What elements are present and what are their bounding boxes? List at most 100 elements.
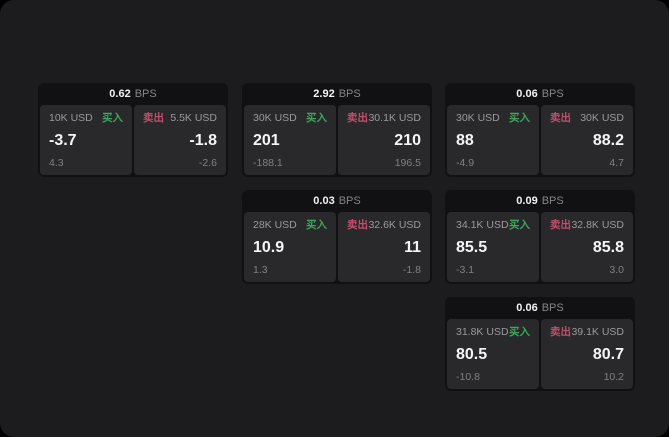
buy-label: 买入 — [306, 219, 327, 231]
buy-size: 34.1K USD — [456, 219, 509, 231]
bps-unit-label: BPS — [338, 88, 361, 100]
bps-value: 0.62 — [109, 88, 131, 100]
buy-panel[interactable]: 30K USD 买入 88 -4.9 — [447, 105, 539, 175]
sell-sub-value: -1.8 — [402, 264, 421, 276]
sell-panel[interactable]: 卖出 32.6K USD 11 -1.8 — [338, 212, 430, 282]
buy-size: 30K USD — [253, 112, 297, 124]
buy-panel-header: 31.8K USD 买入 — [456, 326, 530, 338]
sell-size: 30K USD — [580, 112, 624, 124]
buy-label: 买入 — [509, 219, 530, 231]
card-body: 34.1K USD 买入 85.5 -3.1 卖出 32.8K USD 85.8… — [445, 212, 635, 284]
spread-card: 2.92 BPS 30K USD 买入 201 -188.1 卖出 30.1K … — [242, 83, 432, 177]
bps-unit-label: BPS — [338, 195, 361, 207]
sell-sub-value: 10.2 — [603, 371, 624, 383]
buy-sub-value: -188.1 — [253, 157, 283, 169]
sell-panel-header: 卖出 32.8K USD — [550, 219, 624, 231]
spread-card: 0.03 BPS 28K USD 买入 10.9 1.3 卖出 32.6K US… — [242, 190, 432, 284]
spread-card: 0.62 BPS 10K USD 买入 -3.7 4.3 卖出 5.5K USD… — [38, 83, 228, 177]
buy-main-value: 88 — [456, 131, 474, 149]
buy-sub-value: 1.3 — [253, 264, 268, 276]
buy-panel-header: 10K USD 买入 — [49, 112, 123, 124]
buy-size: 30K USD — [456, 112, 500, 124]
sell-panel-header: 卖出 5.5K USD — [143, 112, 217, 124]
bps-header: 2.92 BPS — [242, 83, 432, 105]
bps-header: 0.06 BPS — [445, 83, 635, 105]
buy-label: 买入 — [306, 112, 327, 124]
buy-panel[interactable]: 34.1K USD 买入 85.5 -3.1 — [447, 212, 539, 282]
buy-panel[interactable]: 10K USD 买入 -3.7 4.3 — [40, 105, 132, 175]
sell-label: 卖出 — [143, 112, 164, 124]
buy-panel[interactable]: 28K USD 买入 10.9 1.3 — [244, 212, 336, 282]
buy-main-value: 201 — [253, 131, 280, 149]
sell-label: 卖出 — [550, 219, 571, 231]
bps-unit-label: BPS — [541, 195, 564, 207]
buy-label: 买入 — [509, 112, 530, 124]
sell-size: 32.6K USD — [368, 219, 421, 231]
sell-main-value: 80.7 — [592, 345, 624, 363]
bps-value: 0.06 — [516, 88, 538, 100]
buy-label: 买入 — [102, 112, 123, 124]
sell-panel-header: 卖出 39.1K USD — [550, 326, 624, 338]
spread-card: 0.06 BPS 30K USD 买入 88 -4.9 卖出 30K USD 8… — [445, 83, 635, 177]
buy-size: 28K USD — [253, 219, 297, 231]
bps-header: 0.09 BPS — [445, 190, 635, 212]
sell-panel[interactable]: 卖出 30.1K USD 210 196.5 — [338, 105, 430, 175]
sell-size: 39.1K USD — [571, 326, 624, 338]
sell-main-value: -1.8 — [189, 131, 217, 149]
sell-sub-value: 196.5 — [394, 157, 421, 169]
sell-panel[interactable]: 卖出 39.1K USD 80.7 10.2 — [541, 319, 633, 389]
sell-panel-header: 卖出 30K USD — [550, 112, 624, 124]
sell-main-value: 210 — [394, 131, 421, 149]
buy-sub-value: -3.1 — [456, 264, 475, 276]
sell-panel[interactable]: 卖出 32.8K USD 85.8 3.0 — [541, 212, 633, 282]
sell-sub-value: -2.6 — [198, 157, 217, 169]
sell-label: 卖出 — [347, 112, 368, 124]
bps-value: 2.92 — [313, 88, 335, 100]
sell-size: 32.8K USD — [571, 219, 624, 231]
buy-sub-value: -4.9 — [456, 157, 475, 169]
bps-value: 0.06 — [516, 302, 538, 314]
spread-card: 0.09 BPS 34.1K USD 买入 85.5 -3.1 卖出 32.8K… — [445, 190, 635, 284]
buy-main-value: 85.5 — [456, 238, 488, 256]
buy-main-value: -3.7 — [49, 131, 77, 149]
card-body: 30K USD 买入 201 -188.1 卖出 30.1K USD 210 1… — [242, 105, 432, 177]
sell-size: 30.1K USD — [368, 112, 421, 124]
sell-panel[interactable]: 卖出 30K USD 88.2 4.7 — [541, 105, 633, 175]
buy-sub-value: -10.8 — [456, 371, 480, 383]
card-body: 31.8K USD 买入 80.5 -10.8 卖出 39.1K USD 80.… — [445, 319, 635, 391]
bps-header: 0.06 BPS — [445, 297, 635, 319]
card-body: 30K USD 买入 88 -4.9 卖出 30K USD 88.2 4.7 — [445, 105, 635, 177]
buy-panel-header: 30K USD 买入 — [456, 112, 530, 124]
buy-panel[interactable]: 30K USD 买入 201 -188.1 — [244, 105, 336, 175]
buy-main-value: 80.5 — [456, 345, 488, 363]
buy-panel[interactable]: 31.8K USD 买入 80.5 -10.8 — [447, 319, 539, 389]
bps-value: 0.03 — [313, 195, 335, 207]
sell-panel-header: 卖出 32.6K USD — [347, 219, 421, 231]
buy-main-value: 10.9 — [253, 238, 285, 256]
sell-size: 5.5K USD — [170, 112, 217, 124]
sell-main-value: 85.8 — [592, 238, 624, 256]
sell-sub-value: 3.0 — [609, 264, 624, 276]
sell-label: 卖出 — [550, 112, 571, 124]
buy-sub-value: 4.3 — [49, 157, 64, 169]
bps-unit-label: BPS — [541, 88, 564, 100]
buy-panel-header: 30K USD 买入 — [253, 112, 327, 124]
buy-size: 31.8K USD — [456, 326, 509, 338]
bps-header: 0.03 BPS — [242, 190, 432, 212]
sell-sub-value: 4.7 — [609, 157, 624, 169]
sell-label: 卖出 — [550, 326, 571, 338]
buy-panel-header: 28K USD 买入 — [253, 219, 327, 231]
sell-panel[interactable]: 卖出 5.5K USD -1.8 -2.6 — [134, 105, 226, 175]
bps-value: 0.09 — [516, 195, 538, 207]
buy-size: 10K USD — [49, 112, 93, 124]
bps-unit-label: BPS — [541, 302, 564, 314]
sell-main-value: 88.2 — [592, 131, 624, 149]
buy-label: 买入 — [509, 326, 530, 338]
bps-unit-label: BPS — [134, 88, 157, 100]
card-body: 10K USD 买入 -3.7 4.3 卖出 5.5K USD -1.8 -2.… — [38, 105, 228, 177]
card-body: 28K USD 买入 10.9 1.3 卖出 32.6K USD 11 -1.8 — [242, 212, 432, 284]
bps-header: 0.62 BPS — [38, 83, 228, 105]
sell-main-value: 11 — [404, 238, 421, 256]
spread-card: 0.06 BPS 31.8K USD 买入 80.5 -10.8 卖出 39.1… — [445, 297, 635, 391]
